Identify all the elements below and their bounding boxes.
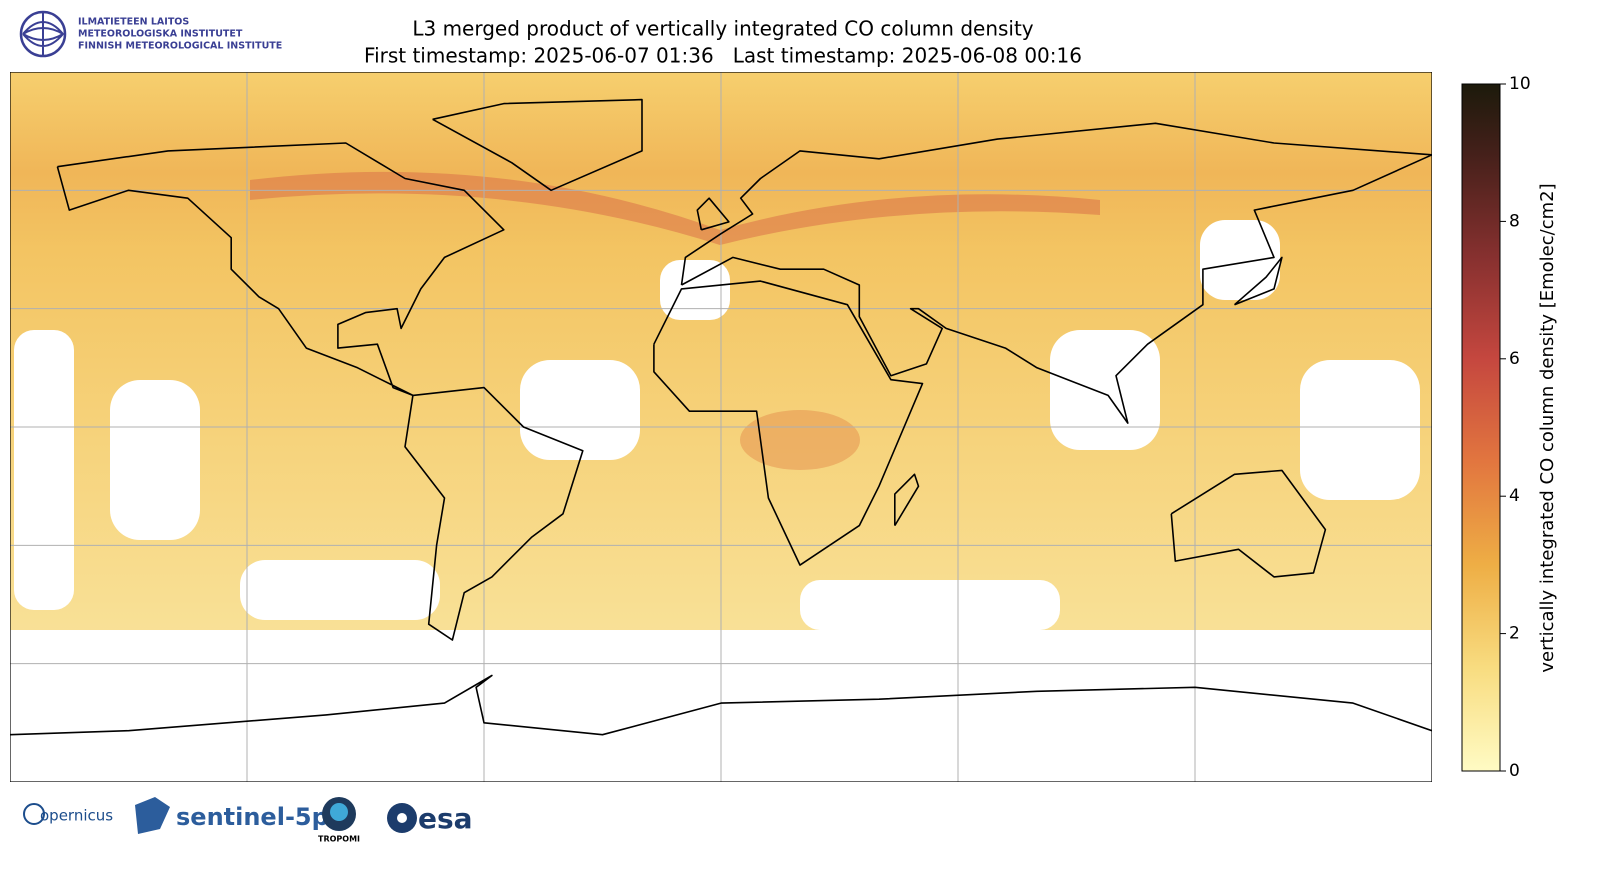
coastline — [696, 197, 730, 231]
fmi-logo: ILMATIETEEN LAITOS METEOROLOGISKA INSTIT… — [19, 10, 282, 58]
colorbar-tick-label: 2 — [1509, 624, 1520, 644]
colorbar-tick-label: 4 — [1509, 486, 1520, 506]
colorbar-ticks: 0 2 4 6 8 10 — [1500, 74, 1531, 781]
coastline — [653, 280, 924, 566]
coastlines — [10, 98, 1432, 736]
logo-text: sentinel-5p — [176, 803, 329, 831]
title: L3 merged product of vertically integrat… — [412, 17, 1033, 41]
logo-text: TROPOMI — [318, 835, 360, 844]
coastline — [1233, 256, 1283, 306]
gridlines — [10, 72, 1432, 782]
logo-text: esa — [418, 802, 473, 835]
logo-text: opernicus — [40, 807, 113, 825]
footer-logos: opernicus sentinel-5p TROPOMI esa — [23, 797, 473, 844]
coastline — [10, 674, 1432, 736]
coastline — [404, 386, 584, 641]
colorbar-label: vertically integrated CO column density … — [1537, 183, 1558, 672]
colorbar-tick-label: 8 — [1509, 211, 1520, 231]
colorbar-tick-label: 6 — [1509, 349, 1520, 369]
coastline — [1170, 469, 1327, 578]
logo-text: METEOROLOGISKA INSTITUTET — [78, 29, 243, 40]
coastline — [432, 98, 643, 192]
map — [10, 72, 1432, 782]
logo-text: FINNISH METEOROLOGICAL INSTITUTE — [78, 41, 282, 52]
coastline — [680, 122, 1432, 424]
coastline — [894, 473, 920, 527]
colorbar-tick-label: 10 — [1509, 74, 1531, 94]
colorbar — [1461, 83, 1501, 772]
subtitle: First timestamp: 2025-06-07 01:36 Last t… — [364, 44, 1082, 68]
colorbar-tick-label: 0 — [1509, 761, 1520, 781]
logo-text: ILMATIETEEN LAITOS — [78, 17, 189, 28]
coastline — [56, 142, 505, 397]
